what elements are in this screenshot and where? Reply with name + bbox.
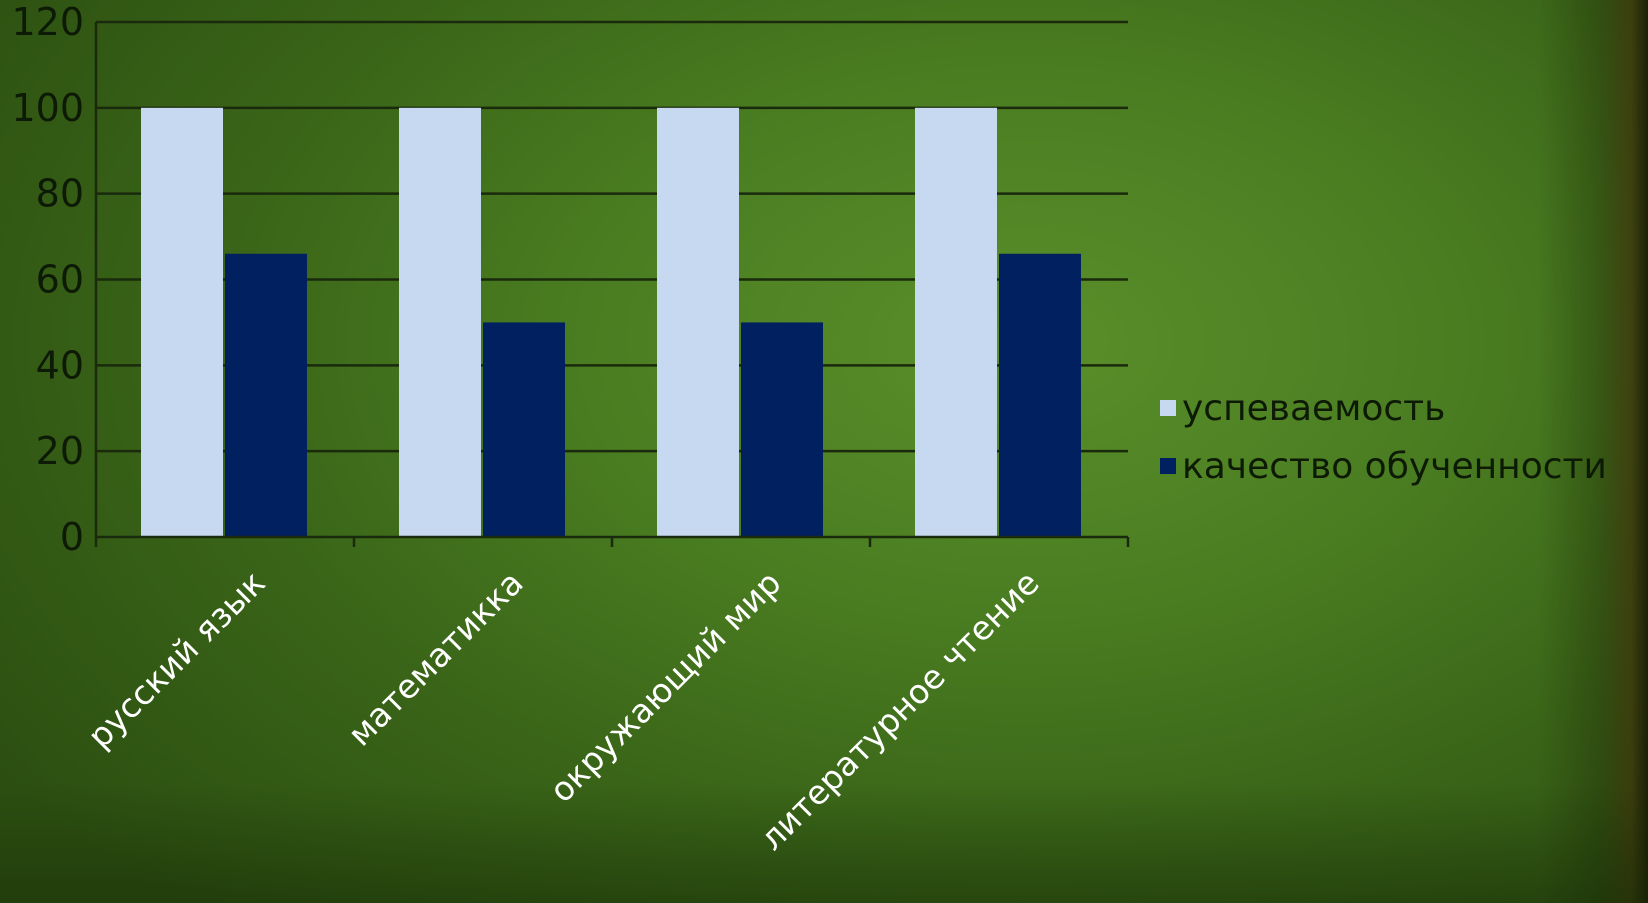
bar-uspevaemost <box>399 107 481 537</box>
legend-label: успеваемость <box>1182 388 1445 429</box>
x-category-label: математикка <box>340 563 531 754</box>
y-tick-label: 20 <box>36 429 84 473</box>
y-tick-labels: 0 20 40 60 80 100 120 <box>11 0 84 559</box>
bar-uspevaemost <box>915 107 997 537</box>
x-category-label: литературное чтение <box>752 563 1047 858</box>
bar-uspevaemost <box>141 107 223 537</box>
bars <box>141 107 1081 537</box>
legend-swatch <box>1160 400 1176 416</box>
y-tick-label: 60 <box>36 258 84 302</box>
bar-uspevaemost <box>657 107 739 537</box>
legend-label: качество обученности <box>1182 446 1607 487</box>
y-tick-label: 40 <box>36 343 84 387</box>
x-category-labels: русский язык математикка окружающий мирлит… <box>80 563 1047 858</box>
x-category-label: русский язык <box>80 563 273 756</box>
legend-swatch <box>1160 458 1176 474</box>
axes <box>94 22 1130 547</box>
bar-kachestvo <box>483 322 565 537</box>
legend: успеваемость качество обученности <box>1160 388 1607 487</box>
y-tick-label: 100 <box>11 86 84 130</box>
x-category-label: окружающий мир <box>542 563 789 810</box>
y-tick-label: 80 <box>36 172 84 216</box>
y-tick-label: 120 <box>11 0 84 44</box>
y-tick-label: 0 <box>60 515 84 559</box>
bar-kachestvo <box>741 322 823 537</box>
bar-kachestvo <box>999 253 1081 537</box>
bar-kachestvo <box>225 253 307 537</box>
